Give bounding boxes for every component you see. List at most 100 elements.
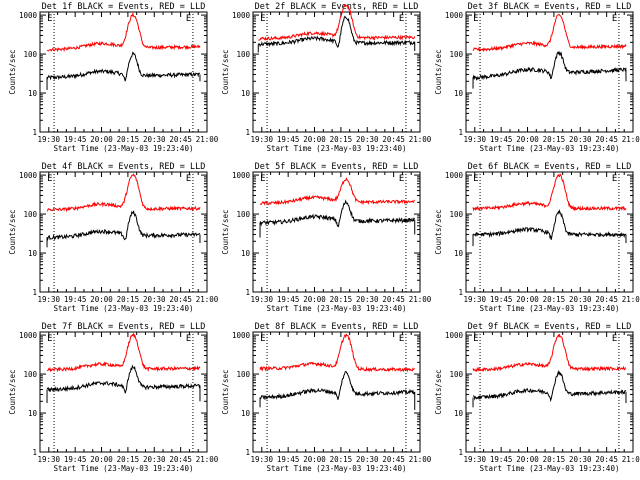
x-tick-label: 20:30: [143, 295, 166, 304]
x-tick-label: 20:15: [543, 295, 566, 304]
series-events-line: [46, 210, 201, 242]
x-tick-label: 20:00: [90, 295, 113, 304]
y-tick-label: 1: [245, 128, 250, 137]
y-tick-label: 100: [449, 50, 463, 59]
x-tick-label: 21:00: [196, 295, 219, 304]
x-tick-label: 20:15: [330, 295, 353, 304]
marker-label: E: [186, 174, 191, 184]
series-lld-line: [46, 332, 201, 373]
y-tick-label: 1: [458, 288, 463, 297]
x-axis-label: Start Time (23-May-03 19:23:40): [54, 304, 194, 313]
x-tick-label: 20:15: [117, 295, 140, 304]
series-events-line: [259, 371, 416, 401]
series-events-line: [472, 50, 627, 81]
y-tick-label: 1000: [232, 171, 251, 180]
plot-frame: [252, 331, 421, 453]
y-tick-label: 100: [449, 210, 463, 219]
x-tick-label: 21:00: [622, 135, 640, 144]
x-tick-label: 20:30: [356, 135, 379, 144]
y-tick-label: 1: [245, 448, 250, 457]
y-tick-label: 10: [28, 89, 38, 98]
x-tick-label: 19:45: [277, 135, 300, 144]
x-tick-label: 20:30: [569, 295, 592, 304]
x-tick-label: 20:15: [543, 455, 566, 464]
series-lld-line: [472, 333, 627, 373]
x-tick-label: 20:00: [303, 455, 326, 464]
x-tick-label: 20:45: [595, 455, 618, 464]
plot-frame: [465, 331, 634, 453]
y-tick-label: 1000: [232, 331, 251, 340]
panel-det-1: Det 1f BLACK = Events, RED = LLD 1 10 100 10…: [8, 2, 219, 153]
y-tick-label: 1: [32, 288, 37, 297]
y-axis-label: Counts/sec: [221, 209, 230, 254]
marker-label: E: [612, 334, 617, 344]
x-axis-label: Start Time (23-May-03 19:23:40): [480, 464, 620, 473]
marker-label: E: [47, 174, 52, 184]
y-tick-label: 100: [236, 370, 250, 379]
panel-title: Det 8f BLACK = Events, RED = LLD: [255, 322, 419, 332]
marker-label: E: [399, 174, 404, 184]
x-tick-label: 19:30: [38, 295, 61, 304]
series-events-line: [46, 51, 201, 82]
marker-label: E: [399, 14, 404, 24]
panel-det-7: Det 7f BLACK = Events, RED = LLD 1 10 100 10…: [8, 322, 219, 473]
x-tick-label: 19:30: [38, 455, 61, 464]
x-tick-label: 20:00: [516, 455, 539, 464]
marker-label: E: [186, 14, 191, 24]
x-tick-label: 20:00: [303, 295, 326, 304]
x-axis-label: Start Time (23-May-03 19:23:40): [267, 304, 407, 313]
x-tick-label: 19:45: [490, 455, 513, 464]
plot-frame: [39, 171, 208, 293]
y-tick-label: 1: [32, 448, 37, 457]
panel-title: Det 4f BLACK = Events, RED = LLD: [42, 162, 206, 172]
x-tick-label: 20:30: [143, 135, 166, 144]
marker-label: E: [260, 334, 265, 344]
x-axis-label: Start Time (23-May-03 19:23:40): [480, 304, 620, 313]
series-lld-line: [259, 333, 416, 373]
x-tick-label: 20:00: [303, 135, 326, 144]
x-tick-label: 20:15: [117, 135, 140, 144]
series-events-line: [472, 208, 627, 240]
series-events-line: [257, 15, 416, 48]
x-tick-label: 20:15: [117, 455, 140, 464]
y-tick-label: 1: [245, 288, 250, 297]
y-tick-label: 10: [454, 89, 464, 98]
x-tick-label: 19:30: [38, 135, 61, 144]
plot-frame: [465, 171, 634, 293]
panel-title: Det 7f BLACK = Events, RED = LLD: [42, 322, 206, 332]
x-tick-label: 21:00: [196, 135, 219, 144]
x-tick-label: 20:45: [595, 295, 618, 304]
x-tick-label: 20:15: [543, 135, 566, 144]
x-tick-label: 20:00: [90, 455, 113, 464]
plot-frame: [252, 171, 421, 293]
x-tick-label: 21:00: [409, 455, 432, 464]
y-tick-label: 100: [236, 50, 250, 59]
x-tick-label: 20:15: [330, 135, 353, 144]
x-axis-label: Start Time (23-May-03 19:23:40): [267, 144, 407, 153]
x-tick-label: 20:45: [382, 455, 405, 464]
y-tick-label: 100: [23, 50, 37, 59]
series-lld-line: [258, 4, 416, 41]
marker-label: E: [473, 174, 478, 184]
y-tick-label: 1000: [445, 171, 464, 180]
x-tick-label: 20:45: [169, 135, 192, 144]
panel-title: Det 5f BLACK = Events, RED = LLD: [255, 162, 419, 172]
y-tick-label: 1: [458, 128, 463, 137]
plot-frame: [252, 11, 421, 133]
x-tick-label: 19:45: [64, 295, 87, 304]
x-tick-label: 19:30: [464, 455, 487, 464]
panel-det-2: Det 2f BLACK = Events, RED = LLD 1 10 100 10…: [221, 2, 432, 153]
y-tick-label: 10: [241, 89, 251, 98]
x-tick-label: 20:45: [595, 135, 618, 144]
marker-label: E: [612, 174, 617, 184]
y-tick-label: 1000: [232, 11, 251, 20]
x-tick-label: 19:45: [277, 455, 300, 464]
x-tick-label: 20:30: [356, 295, 379, 304]
y-tick-label: 1000: [19, 11, 38, 20]
y-axis-label: Counts/sec: [8, 49, 17, 94]
x-tick-label: 20:30: [143, 455, 166, 464]
x-tick-label: 20:30: [569, 135, 592, 144]
series-lld-line: [472, 173, 627, 212]
x-axis-label: Start Time (23-May-03 19:23:40): [480, 144, 620, 153]
